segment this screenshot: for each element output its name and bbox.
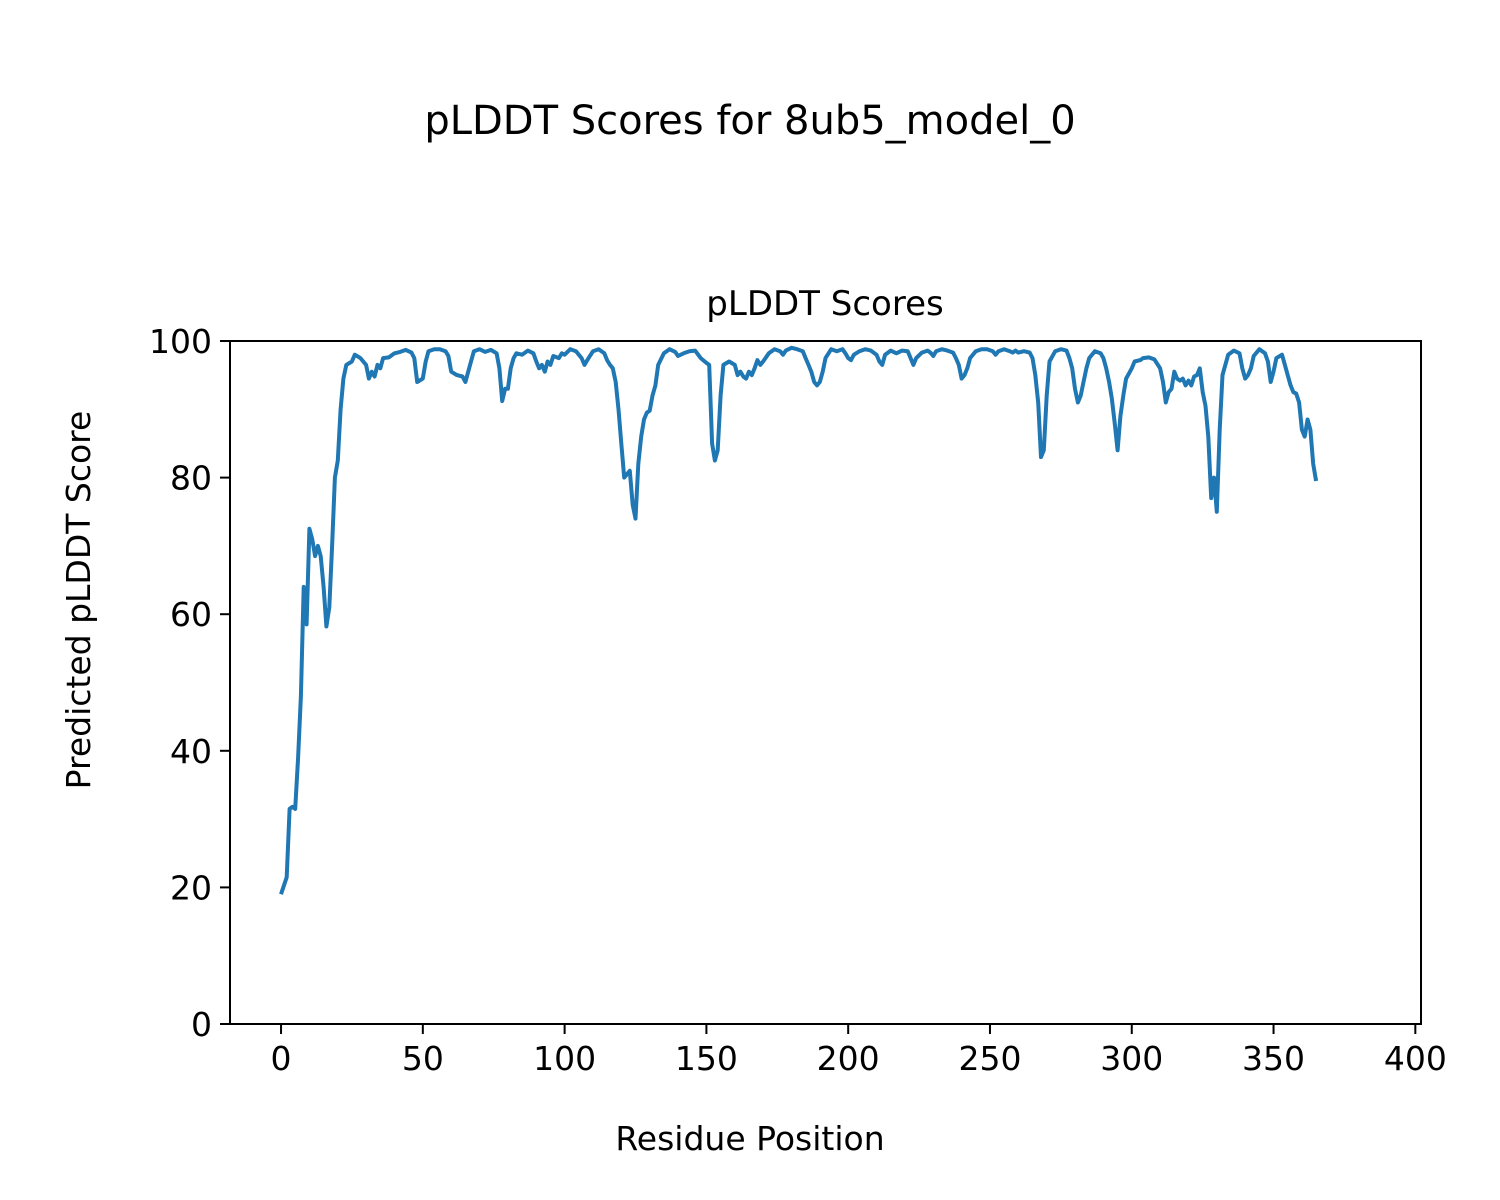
x-tick-label: 0 [271,1039,292,1078]
y-tick-label: 80 [170,459,212,498]
figure-suptitle: pLDDT Scores for 8ub5_model_0 [424,98,1075,144]
x-tick-label: 400 [1384,1039,1447,1078]
x-tick-label: 250 [958,1039,1021,1078]
y-tick-label: 20 [170,868,212,907]
x-axis-ticks: 0 50 100 150 200 250 300 350 400 [271,1024,1447,1078]
y-axis-ticks: 0 20 40 60 80 100 [149,322,230,1044]
y-tick-label: 40 [170,732,212,771]
x-tick-label: 300 [1100,1039,1163,1078]
x-tick-label: 200 [817,1039,880,1078]
x-tick-label: 50 [402,1039,444,1078]
x-tick-label: 150 [675,1039,738,1078]
y-tick-label: 100 [149,322,212,361]
x-axis-label: Residue Position [615,1119,884,1158]
x-tick-label: 100 [533,1039,596,1078]
series-layer [279,345,1319,895]
plddt-series-line-0 [279,345,1319,895]
y-axis-label: Predicted pLDDT Score [59,411,98,790]
chart-title: pLDDT Scores [706,284,943,324]
y-tick-label: 60 [170,595,212,634]
plot-frame [229,340,1422,1025]
x-tick-label: 350 [1242,1039,1305,1078]
y-tick-label: 0 [191,1005,212,1044]
